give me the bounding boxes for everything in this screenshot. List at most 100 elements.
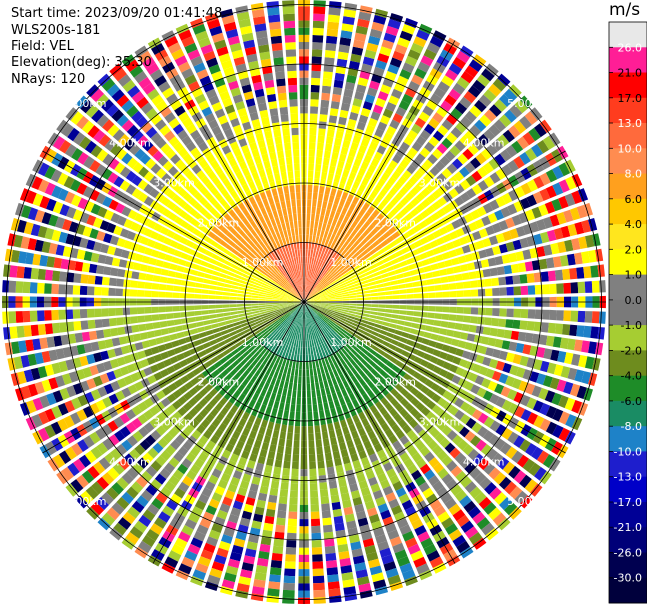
range-gate [354,372,362,381]
range-gate [330,233,336,242]
range-gate [101,276,110,286]
range-gate [234,244,242,252]
range-gate [284,561,296,569]
range-gate [64,144,77,158]
range-gate [106,104,119,117]
range-gate [90,446,103,459]
range-gate [176,265,185,273]
range-gate [280,294,288,297]
range-gate [415,203,425,213]
range-gate [527,285,536,295]
range-gate [346,74,357,84]
range-gate [336,276,343,282]
range-gate [326,394,333,402]
range-gate [259,191,267,200]
range-gate [290,404,296,412]
range-gate [175,434,186,445]
range-gate [335,333,343,341]
range-gate [226,231,235,240]
range-gate [333,311,341,315]
range-gate [436,208,446,218]
range-gate [294,368,299,377]
range-gate [285,374,290,383]
range-gate [238,313,246,318]
range-gate [357,234,365,243]
range-gate [222,308,231,313]
range-gate [569,383,581,397]
range-gate [252,290,260,294]
range-gate [378,304,386,308]
range-gate [237,486,248,497]
range-gate [298,376,302,384]
range-gate [152,321,161,329]
range-gate [446,163,458,174]
range-gate [188,512,200,524]
range-gate [391,314,399,319]
range-gate [361,283,370,288]
range-gate [277,85,287,94]
range-gate [371,386,380,395]
range-gate [309,113,318,121]
range-gate [136,495,149,508]
range-gate [353,333,362,340]
range-gate [377,121,388,132]
range-gate [346,155,355,165]
range-gate [416,29,430,41]
range-gate [68,371,79,383]
range-gate [398,100,410,111]
range-gate [262,198,269,207]
range-gate [335,295,343,298]
range-gate [323,64,334,73]
range-gate [306,299,314,302]
range-gate [250,258,259,266]
range-gate [324,263,330,270]
range-gate [380,172,390,182]
range-gate [314,273,319,281]
range-gate [232,500,244,510]
range-gate [281,292,288,297]
range-gate [171,48,185,61]
range-gate [272,50,284,59]
range-gate [116,317,124,326]
range-gate [48,242,58,255]
range-gate [489,487,502,500]
range-gate [306,302,314,305]
range-gate [341,404,349,413]
range-gate [103,328,112,338]
range-gate [279,317,286,323]
range-gate [112,129,125,142]
range-gate [251,237,259,246]
range-gate [251,303,259,306]
range-gate [402,23,416,35]
range-gate [413,556,427,568]
range-gate [387,574,401,585]
range-gate [183,412,194,423]
range-gate [269,327,276,334]
range-gate [177,395,188,406]
range-gate [366,371,375,380]
range-gate [506,308,514,318]
range-gate [247,105,258,114]
range-gate [469,105,482,118]
range-gate [484,482,497,495]
range-gate [267,501,277,511]
range-gate [211,176,221,186]
range-gate [255,565,268,574]
range-gate [321,280,328,286]
range-gate [362,286,370,291]
range-gate [153,223,163,233]
range-gate [188,275,197,282]
range-gate [169,333,178,341]
range-gate [289,282,295,289]
range-gate [460,192,471,203]
range-gate [306,303,312,309]
range-gate [254,317,262,322]
range-gate [367,380,375,389]
range-gate [590,326,599,339]
range-gate [297,293,303,300]
range-gate [194,458,205,469]
range-gate [350,453,359,462]
range-gate [93,375,103,387]
range-gate [305,263,307,271]
range-gate [354,282,362,287]
